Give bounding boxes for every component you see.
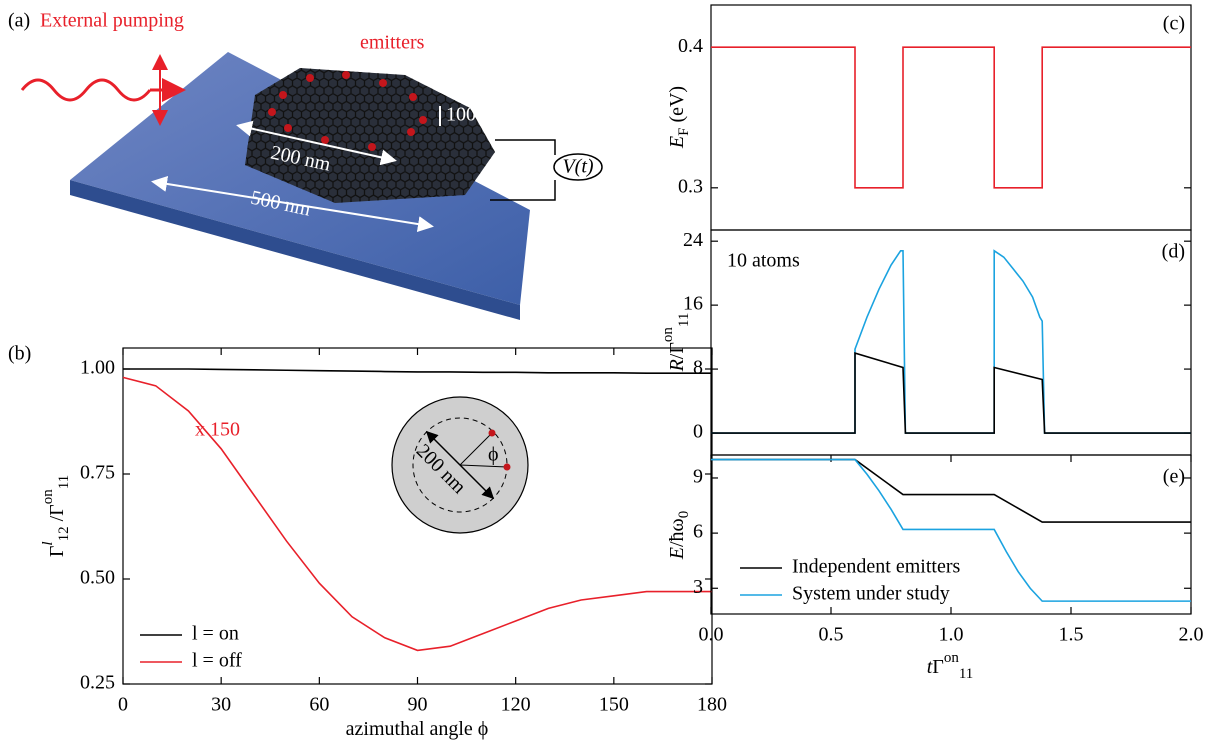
label-part: on [40,489,56,505]
y-tick-label: 0.75 [80,462,115,484]
y-tick-label: 0.25 [80,672,115,694]
label-part: on [660,327,676,343]
y-tick-label: 0.3 [678,175,703,197]
series-line [123,368,712,374]
scale-arrow [151,175,434,233]
y-tick-label: 9 [693,466,703,488]
scale-label: 100 nm [446,104,507,126]
label-part: 12 [56,526,72,541]
x-tick-label: 90 [408,694,428,716]
x-tick-label: 150 [599,694,629,716]
annotation: 10 atoms [727,250,800,272]
wire [490,180,556,201]
x-axis-label: tΓon11 [927,650,974,682]
plot-frame [710,454,1192,615]
label-part: t [927,656,933,678]
label-part: /ħω [666,518,688,547]
series-line [711,46,1191,189]
x-tick-label: 1.0 [939,624,964,646]
x-tick-label: 1.5 [1059,624,1084,646]
label-part: F [676,128,692,136]
legend-label: l = on [192,623,239,645]
y-tick-label: 24 [683,229,703,251]
pumping-label: External pumping [40,10,184,32]
wire [495,139,556,155]
plot-frame [710,4,1192,231]
y-tick-label: 16 [683,293,703,315]
illustration: (a) External pumping emitters 100 nm 200… [8,10,603,320]
series-line [711,458,1191,602]
panel-label: (c) [1163,13,1185,35]
legend-label: Independent emitters [792,556,960,578]
emitters-label: emitters [360,32,425,54]
x-tick-label: 2.0 [1179,624,1204,646]
label-part: 0 [676,511,692,519]
x-tick-label: 30 [211,694,231,716]
label-part: l [40,541,56,545]
label-part: Γ [932,656,944,678]
x-tick-label: 120 [501,694,531,716]
x-tick-label: 0.0 [699,624,724,646]
label-part: 11 [56,475,72,489]
y-axis-label: R/Γon11 [660,313,692,373]
label-part: /Γ [46,504,68,526]
label-part: azimuthal angle ϕ [346,718,489,740]
label-part: R [666,359,688,372]
y-tick-label: 3 [693,576,703,598]
y-tick-label: 0.50 [80,567,115,589]
voltage-label: V(t) [562,156,593,178]
x-tick-label: 0.5 [819,624,844,646]
label-part: E [666,547,688,560]
y-tick-label: 0.4 [678,35,703,57]
panel-label: (a) [8,10,30,32]
voltage-source [553,153,603,181]
inset-label: ϕ [488,444,499,466]
x-tick-label: 180 [697,694,727,716]
scale-arrow [236,120,397,166]
y-tick-label: 8 [693,357,703,379]
y-tick-label: 1.00 [80,357,115,379]
label-part: /Γ [666,342,688,359]
legend-label: l = off [192,650,242,672]
y-tick-label: 6 [693,521,703,543]
y-axis-label: Γl12 /Γon11 [40,475,72,557]
x-axis-label: azimuthal angle ϕ [346,718,489,740]
legend-label: System under study [792,583,950,605]
label-part: Γ [46,546,68,558]
label-part: 11 [959,666,973,682]
label-part: (eV) [666,86,688,128]
panel-label: (d) [1162,241,1185,263]
y-axis-label: E/ħω0 [666,511,693,560]
series-line [711,249,1191,434]
series-line [711,352,1191,434]
inset: 200 nm ϕ [391,396,529,534]
label-part: E [666,136,688,149]
annotation: x 150 [195,419,240,441]
panel-label: (b) [8,343,31,365]
y-axis-label: EF (eV) [666,86,693,149]
label-part: on [944,650,960,666]
series-line [122,376,712,652]
y-tick-label: 0 [693,421,703,443]
x-tick-label: 60 [309,694,329,716]
pump-wave [20,78,152,102]
panel-label: (e) [1163,466,1185,488]
x-tick-label: 0 [118,694,128,716]
series-line [711,458,1191,523]
label-part: 11 [676,313,692,327]
